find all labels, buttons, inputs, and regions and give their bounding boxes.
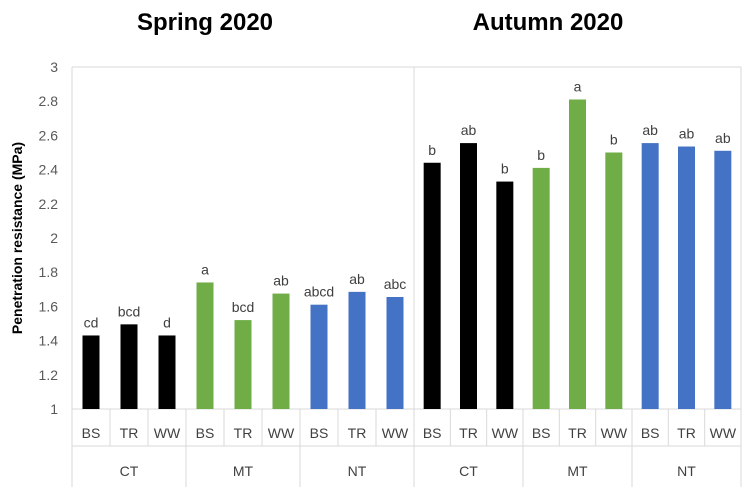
x-tick-label: BS <box>310 425 329 441</box>
bar <box>714 150 732 410</box>
x-tick-label: WW <box>154 425 181 441</box>
bar <box>569 99 586 410</box>
chart-title: Autumn 2020 <box>473 9 624 36</box>
y-axis-title: Penetration resistance (MPa) <box>9 142 25 334</box>
bar <box>348 291 366 409</box>
data-label: cd <box>84 314 99 330</box>
y-tick-label: 2.2 <box>39 196 59 212</box>
y-tick-label: 1 <box>50 401 58 417</box>
x-tick-label: BS <box>641 425 660 441</box>
data-label: b <box>501 161 509 177</box>
data-label: a <box>574 78 582 94</box>
data-label: ab <box>349 271 365 287</box>
bar <box>641 143 659 409</box>
bar <box>310 304 328 409</box>
y-tick-label: 1.8 <box>39 264 59 280</box>
x-tick-label: WW <box>601 425 628 441</box>
data-label: ab <box>642 122 658 138</box>
y-tick-label: 2 <box>50 230 58 246</box>
data-label: b <box>537 147 545 163</box>
x-tick-label: BS <box>82 425 101 441</box>
group-label: MT <box>233 463 254 479</box>
x-tick-label: BS <box>423 425 442 441</box>
bar <box>196 282 214 409</box>
x-tick-label: TR <box>348 425 367 441</box>
y-tick-label: 3 <box>50 59 58 75</box>
bar <box>605 152 623 409</box>
group-label: CT <box>459 463 478 479</box>
y-tick-label: 2.6 <box>39 127 59 143</box>
y-tick-label: 1.4 <box>39 333 59 349</box>
bar <box>678 146 695 409</box>
x-tick-label: BS <box>532 425 551 441</box>
bar <box>496 181 514 409</box>
data-label: b <box>428 142 436 158</box>
x-tick-label: TR <box>459 425 478 441</box>
x-tick-label: WW <box>382 425 409 441</box>
x-tick-label: TR <box>677 425 696 441</box>
chart-title: Spring 2020 <box>137 9 273 36</box>
data-label: abcd <box>304 284 334 300</box>
data-label: bcd <box>232 299 255 315</box>
data-label: a <box>201 261 209 277</box>
y-tick-label: 2.8 <box>39 93 59 109</box>
y-tick-label: 1.2 <box>39 367 59 383</box>
bar <box>532 167 550 409</box>
data-label: bcd <box>118 303 141 319</box>
data-label: ab <box>273 273 289 289</box>
bar <box>82 335 100 409</box>
bar <box>386 296 404 409</box>
data-label: ab <box>461 122 477 138</box>
group-label: CT <box>120 463 139 479</box>
group-label: MT <box>567 463 588 479</box>
bar <box>272 293 290 409</box>
data-label: abc <box>384 276 407 292</box>
data-label: ab <box>679 126 695 142</box>
x-tick-label: TR <box>568 425 587 441</box>
x-tick-label: WW <box>710 425 737 441</box>
group-label: NT <box>348 463 367 479</box>
x-tick-label: WW <box>268 425 295 441</box>
bar <box>423 162 441 409</box>
x-tick-label: TR <box>234 425 253 441</box>
x-tick-label: WW <box>492 425 519 441</box>
bar <box>460 143 477 409</box>
bar <box>120 324 138 409</box>
bar <box>234 320 252 409</box>
y-tick-label: 1.6 <box>39 298 59 314</box>
bar <box>158 335 176 409</box>
y-tick-label: 2.4 <box>39 162 59 178</box>
group-label: NT <box>677 463 696 479</box>
data-label: d <box>163 314 171 330</box>
data-label: b <box>610 132 618 148</box>
x-tick-label: BS <box>196 425 215 441</box>
data-label: ab <box>715 130 731 146</box>
x-tick-label: TR <box>120 425 139 441</box>
